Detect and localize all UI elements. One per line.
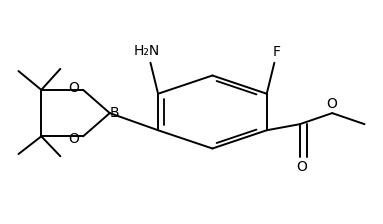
Text: O: O (327, 97, 338, 111)
Text: O: O (68, 131, 79, 146)
Text: O: O (296, 160, 307, 174)
Text: B: B (110, 106, 119, 120)
Text: H₂N: H₂N (134, 44, 160, 58)
Text: F: F (272, 45, 280, 59)
Text: O: O (68, 81, 79, 95)
